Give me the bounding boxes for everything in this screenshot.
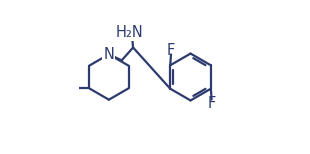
Text: H₂N: H₂N (115, 25, 143, 40)
Text: F: F (207, 96, 216, 111)
Text: F: F (167, 43, 175, 58)
Text: N: N (104, 47, 114, 62)
